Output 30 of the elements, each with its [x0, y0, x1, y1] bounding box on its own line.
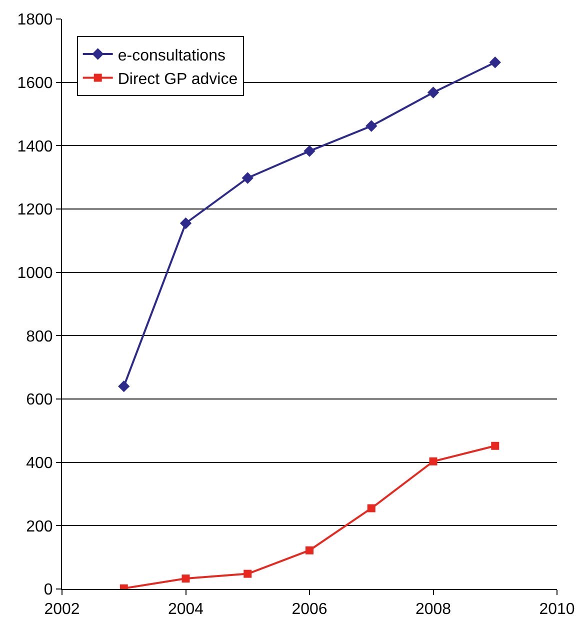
y-tick-label: 1000: [17, 264, 53, 282]
point: [427, 86, 440, 98]
point: [304, 145, 316, 157]
x-tick-label: 2004: [168, 601, 204, 618]
point: [429, 457, 438, 466]
legend-label: e-consultations: [118, 47, 226, 64]
point: [180, 217, 192, 230]
point: [182, 574, 190, 583]
point: [242, 172, 254, 184]
y-tick-label: 0: [44, 582, 53, 599]
y-tick-label: 600: [26, 392, 53, 409]
point: [491, 442, 500, 450]
x-tick-label: 2006: [292, 601, 328, 618]
y-tick-label: 200: [26, 518, 53, 536]
legend-label: Direct GP advice: [118, 71, 238, 88]
point: [489, 56, 501, 68]
x-tick-label: 2008: [415, 601, 452, 618]
y-tick-label: 800: [26, 328, 53, 346]
point: [306, 546, 314, 554]
point: [366, 120, 378, 132]
x-tick-label: 2002: [44, 601, 80, 618]
point: [244, 570, 252, 578]
x-tick-label: 2010: [539, 601, 575, 618]
y-tick-label: 1400: [17, 138, 53, 156]
y-tick-label: 1600: [17, 74, 53, 92]
y-tick-label: 1200: [17, 202, 53, 219]
y-tick-label: 400: [26, 454, 53, 472]
point: [118, 380, 130, 392]
point: [367, 504, 376, 512]
y-tick-label: 1800: [17, 12, 53, 29]
